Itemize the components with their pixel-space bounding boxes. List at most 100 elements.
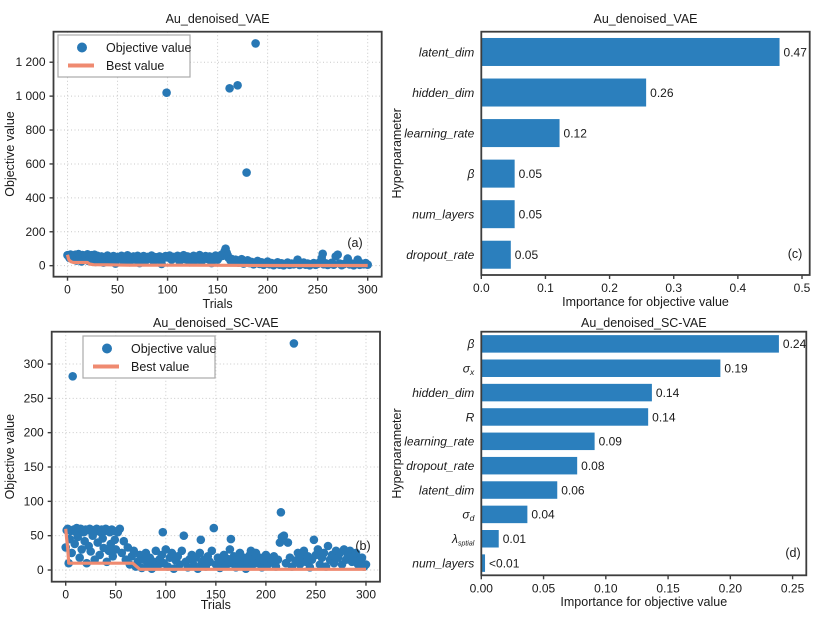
x-axis-label: Trials — [203, 297, 233, 311]
y-tick-label: 0 — [39, 259, 46, 273]
x-tick-label: 200 — [258, 283, 278, 297]
legend-box — [82, 335, 216, 379]
legend-label: Objective value — [131, 342, 217, 356]
legend-box — [57, 34, 191, 78]
data-point — [70, 539, 79, 549]
y-tick-label: 200 — [24, 426, 44, 440]
chart-title: Au_denoised_SC-VAE — [581, 316, 707, 330]
x-tick-label: 0.00 — [470, 581, 494, 595]
bar-category-label: λsptial — [451, 532, 475, 548]
panel-annotation: (d) — [785, 546, 800, 560]
data-point — [110, 535, 120, 545]
x-tick-label: 0.2 — [601, 281, 618, 295]
bar-value-label: 0.24 — [783, 337, 807, 351]
data-point — [207, 546, 217, 556]
bar-value-label: 0.14 — [656, 386, 680, 400]
data-point — [283, 538, 293, 547]
bar — [481, 78, 647, 107]
x-tick-label: 0.4 — [730, 281, 747, 295]
data-point — [119, 536, 129, 546]
best-value-line — [64, 528, 366, 571]
data-point — [225, 545, 235, 554]
x-tick-label: 0.05 — [532, 581, 556, 595]
panel-annotation: (c) — [788, 247, 803, 261]
bar — [481, 505, 528, 524]
data-point — [209, 523, 219, 533]
y-tick-label: 0 — [37, 563, 44, 577]
bar-category-label: R — [466, 410, 475, 424]
bar-value-label: 0.04 — [531, 508, 555, 522]
data-point — [251, 39, 260, 48]
plot-border — [480, 30, 811, 276]
bar — [481, 554, 486, 572]
bar-category-label: num_layers — [412, 207, 474, 221]
x-tick-label: 250 — [308, 283, 328, 297]
x-tick-label: 50 — [111, 283, 125, 297]
chart-title: Au_denoised_VAE — [166, 12, 270, 26]
data-point — [273, 555, 283, 564]
data-point — [319, 548, 329, 558]
data-point — [225, 84, 234, 93]
x-tick-label: 100 — [156, 588, 176, 602]
bar-value-label: 0.06 — [561, 483, 585, 497]
y-axis-label: Hyperparameter — [390, 108, 404, 198]
bar — [481, 335, 779, 353]
bar-category-label: num_layers — [412, 556, 474, 570]
x-axis-label: Trials — [201, 598, 231, 612]
bar — [481, 119, 560, 148]
x-tick-label: 0.25 — [781, 581, 805, 595]
bar-value-label: 0.19 — [724, 362, 748, 376]
x-tick-label: 200 — [256, 588, 276, 602]
scatter-series — [61, 339, 371, 573]
y-tick-label: 1 000 — [15, 89, 45, 103]
data-point — [179, 531, 189, 540]
bar — [481, 200, 515, 229]
data-point — [151, 546, 161, 556]
bar — [481, 456, 578, 475]
y-axis-label: Hyperparameter — [390, 408, 404, 498]
bar — [481, 481, 558, 499]
data-point — [108, 552, 118, 561]
bar — [481, 432, 595, 451]
bar-value-label: 0.26 — [650, 86, 674, 100]
y-tick-label: 800 — [25, 123, 45, 137]
x-tick-label: 0.5 — [794, 281, 811, 295]
data-point — [77, 545, 86, 554]
data-point — [233, 81, 242, 90]
y-tick-label: 300 — [24, 357, 44, 371]
data-point — [162, 88, 171, 97]
bar — [481, 408, 649, 426]
y-axis-label: Objective value — [3, 111, 17, 197]
x-tick-label: 150 — [208, 283, 228, 297]
panel-b: 0 50 100 150 200 250 300 0 50 100 150 200 250 300 Au_d… — [3, 316, 381, 612]
data-point — [86, 547, 95, 556]
y-tick-label: 150 — [24, 460, 44, 474]
bar-value-label: 0.12 — [564, 126, 588, 140]
bar-category-label: dropout_rate — [406, 248, 474, 262]
bar-value-label: 0.05 — [519, 207, 543, 221]
data-point — [75, 553, 84, 562]
x-tick-label: 0.0 — [473, 281, 490, 295]
y-tick-label: 1 200 — [15, 55, 45, 69]
data-point — [279, 531, 289, 540]
data-point — [196, 535, 206, 545]
x-tick-label: 300 — [358, 283, 378, 297]
x-tick-label: 0.1 — [537, 281, 554, 295]
plot-border — [480, 330, 808, 577]
x-tick-label: 100 — [158, 283, 178, 297]
x-tick-label: 0.3 — [665, 281, 682, 295]
data-point — [309, 535, 319, 545]
bar-value-label: 0.01 — [503, 532, 527, 546]
panel-c: 0.47 latent_dim 0.26 hidden_dim 0.12 learning… — [390, 12, 811, 309]
x-tick-label: 0 — [62, 588, 69, 602]
y-tick-label: 250 — [24, 391, 44, 405]
bar-value-label: <0.01 — [489, 556, 520, 570]
data-point — [195, 548, 205, 558]
y-tick-label: 400 — [25, 191, 45, 205]
data-point — [351, 548, 361, 558]
bar-value-label: 0.47 — [784, 45, 808, 59]
panel-d: 0.24 β 0.19 σx 0.14 hidden_dim 0.14 R 0.09 learni… — [390, 316, 808, 609]
legend-dot-marker — [102, 343, 112, 354]
bar-category-label: dropout_rate — [406, 459, 474, 473]
